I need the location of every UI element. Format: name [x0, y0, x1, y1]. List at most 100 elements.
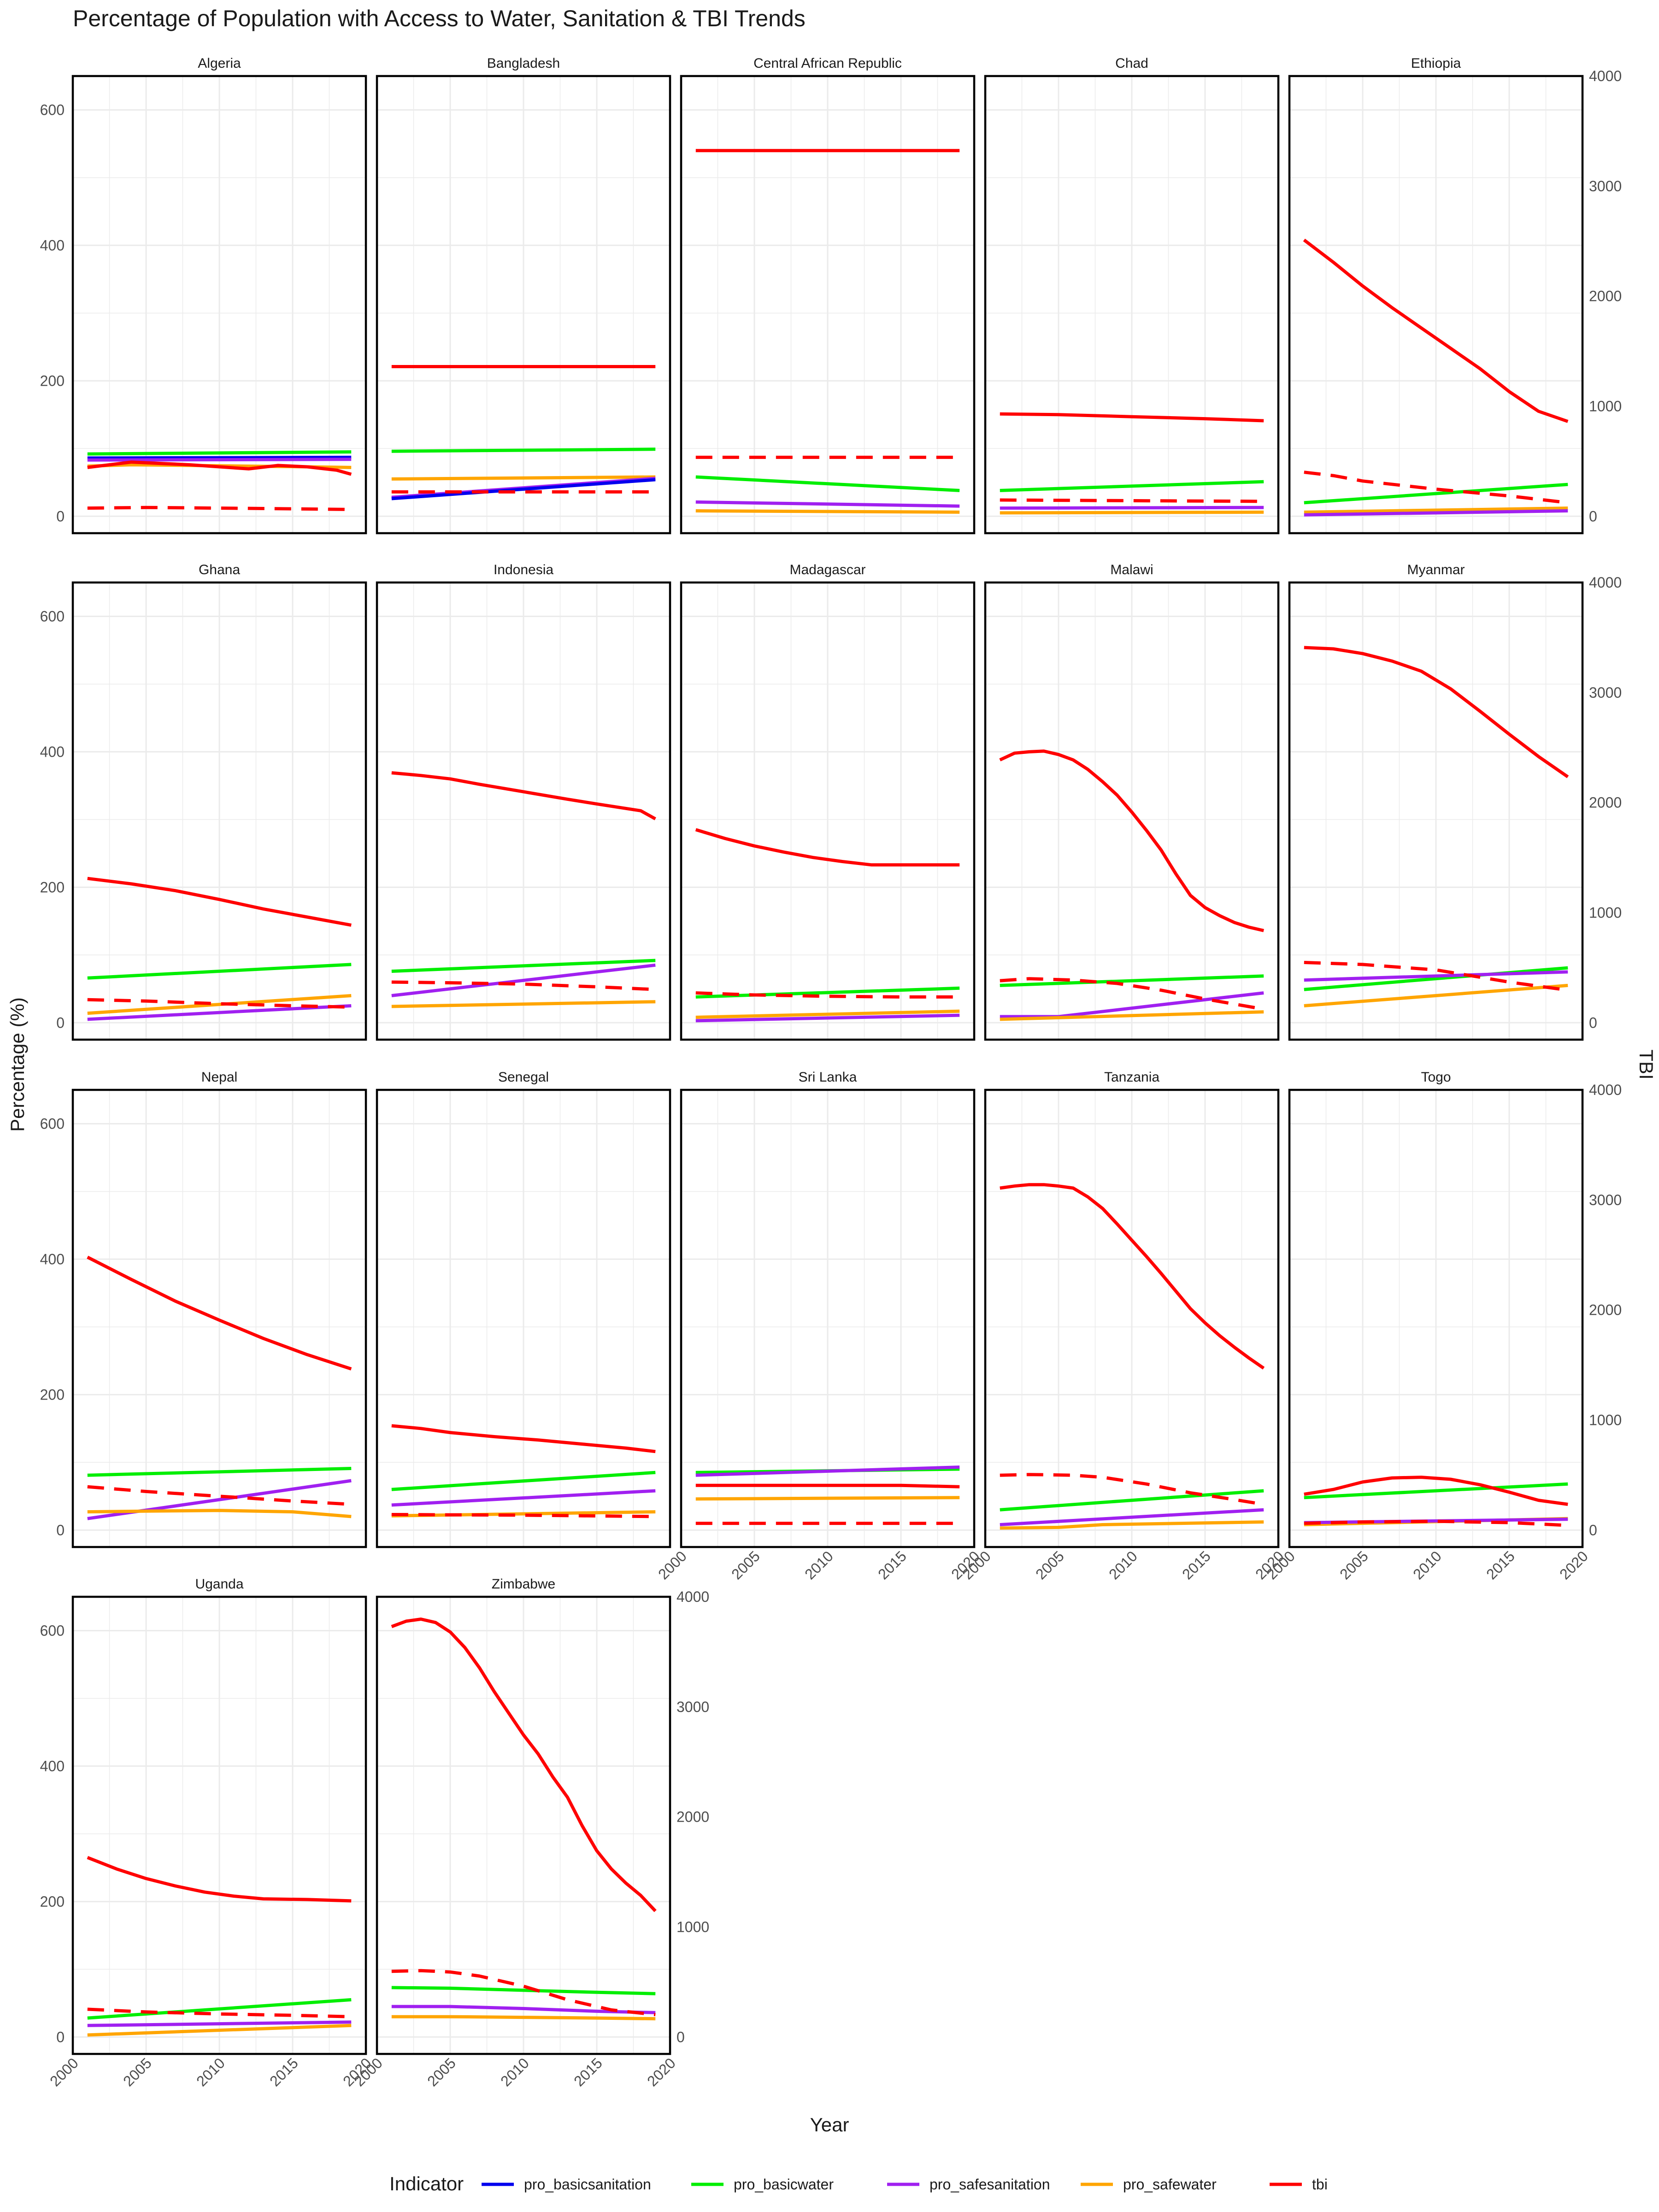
series-line-pro_basicwater: [1304, 482, 1568, 505]
series-line-tbi: [1304, 646, 1569, 778]
series-line-pro_basicsanitation: [87, 455, 352, 460]
series-line-tbi: [87, 1255, 352, 1371]
series-line-tbi: [391, 1618, 657, 1912]
y2-tick-label: 3000: [1589, 684, 1622, 701]
series-line-tbi-dashed: [391, 980, 656, 991]
series-line-tbi: [1304, 1476, 1568, 1506]
y-tick-label: 400: [40, 237, 65, 253]
facet-label: Chad: [1115, 56, 1148, 71]
legend-item-pro_basicsanitation: pro_basicsanitation: [482, 2176, 651, 2193]
series-line-pro_safewater: [1304, 506, 1568, 514]
series-line-pro_basicwater: [391, 447, 656, 453]
facet-label: Central African Republic: [753, 56, 902, 71]
series-line-pro_safewater: [1304, 983, 1568, 1007]
series-line-pro_safesanitation: [695, 500, 960, 508]
series-line-pro_basicwater: [1000, 1489, 1264, 1512]
series-line-tbi-dashed: [87, 1485, 352, 1506]
series-line-pro_basicwater: [1304, 966, 1568, 991]
series-line-tbi-dashed: [1304, 1519, 1568, 1527]
y2-tick-label: 3000: [677, 1699, 709, 1715]
series-line-pro_safewater: [87, 994, 352, 1015]
y-tick-label: 600: [40, 1115, 65, 1132]
series-line-pro_safesanitation: [1304, 1518, 1568, 1524]
series-line-pro_safesanitation: [391, 963, 656, 997]
series-line-pro_basicwater: [1000, 480, 1264, 492]
facet-algeria: Algeria 0 200 400 600: [40, 56, 367, 535]
series-line-tbi: [391, 1424, 656, 1453]
facet-ethiopia: Ethiopia 0 1000 2000 3000 4000: [1288, 56, 1622, 535]
facet-panels: Algeria 0 200 400 600 Bangladesh Central Afric…: [40, 56, 1622, 2089]
series-line-pro_safewater: [391, 475, 656, 481]
y-tick-label: 200: [40, 879, 65, 895]
series-line-pro_safesanitation: [695, 1465, 960, 1477]
chart-title: Percentage of Population with Access to …: [73, 6, 806, 31]
series-line-pro_safesanitation: [1000, 506, 1264, 510]
panel-border: [1288, 581, 1584, 1041]
series-line-pro_basicwater: [87, 963, 352, 980]
series-line-pro_basicwater: [1304, 1482, 1568, 1500]
panel-border: [984, 75, 1280, 535]
facet-madagascar: Madagascar: [680, 562, 976, 1041]
legend-item-pro_basicwater: pro_basicwater: [691, 2176, 834, 2193]
panel-border: [680, 1088, 976, 1548]
series-line-tbi: [695, 1483, 960, 1488]
series-line-pro_safewater: [391, 2015, 656, 2021]
y2-tick-label: 2000: [1589, 1302, 1622, 1318]
series-line-tbi-dashed: [391, 1513, 656, 1518]
facet-label: Ethiopia: [1411, 56, 1461, 71]
facet-central-african-republic: Central African Republic: [680, 56, 976, 535]
panel-border: [376, 581, 671, 1041]
series-line-tbi: [87, 1856, 352, 1903]
series-line-pro_safewater: [391, 1510, 656, 1518]
series-line-pro_basicwater: [87, 450, 352, 456]
y2-axis-label: TBI: [1635, 1049, 1657, 1079]
y2-tick-label: 2000: [1589, 288, 1622, 305]
series-line-pro_safewater: [1000, 1010, 1264, 1021]
series-line-tbi: [1000, 412, 1264, 423]
y2-tick-label: 4000: [677, 1588, 709, 1605]
series-line-pro_safesanitation: [87, 2020, 352, 2027]
panel-border: [71, 75, 367, 535]
y2-tick-label: 0: [677, 2029, 685, 2045]
series-line-pro_safewater: [695, 509, 960, 514]
facet-indonesia: Indonesia: [376, 562, 671, 1041]
panel-border: [376, 75, 671, 535]
y2-tick-label: 4000: [1589, 574, 1622, 591]
y2-tick-label: 1000: [1589, 904, 1622, 921]
y-tick-label: 400: [40, 743, 65, 760]
facet-label: Bangladesh: [487, 56, 560, 71]
x-axis-label: Year: [810, 2114, 849, 2136]
series-line-tbi-dashed: [1304, 961, 1568, 992]
y2-tick-label: 3000: [1589, 1192, 1622, 1208]
legend-label: tbi: [1312, 2176, 1328, 2193]
y2-tick-label: 2000: [677, 1809, 709, 1825]
series-line-tbi-dashed: [391, 1969, 656, 2017]
legend-item-pro_safesanitation: pro_safesanitation: [887, 2176, 1050, 2193]
series-line-pro_basicwater: [391, 1471, 656, 1491]
y-tick-label: 400: [40, 1758, 65, 1774]
y-tick-label: 0: [56, 2029, 65, 2045]
panel-border: [680, 75, 976, 535]
facet-label: Ghana: [199, 562, 240, 577]
legend-item-pro_safewater: pro_safewater: [1081, 2176, 1217, 2193]
panel-border: [376, 1595, 671, 2055]
series-line-tbi-dashed: [1000, 498, 1264, 503]
panel-border: [984, 1088, 1280, 1548]
series-line-tbi: [1000, 1183, 1265, 1370]
y-tick-label: 200: [40, 1893, 65, 1910]
legend-item-tbi: tbi: [1270, 2176, 1328, 2193]
panel-border: [984, 581, 1280, 1041]
series-line-tbi-dashed: [87, 506, 352, 512]
series-line-tbi: [999, 749, 1264, 932]
facet-label: Senegal: [498, 1070, 549, 1085]
facet-label: Sri Lanka: [799, 1070, 857, 1085]
facet-bangladesh: Bangladesh: [376, 56, 671, 535]
legend: Indicator pro_basicsanitation pro_basicwa…: [389, 2173, 1328, 2194]
series-line-tbi: [391, 771, 656, 820]
panel-border: [680, 581, 976, 1041]
y-tick-label: 600: [40, 608, 65, 624]
panel-border: [71, 1088, 367, 1548]
series-line-pro_basicwater: [391, 1986, 656, 1995]
